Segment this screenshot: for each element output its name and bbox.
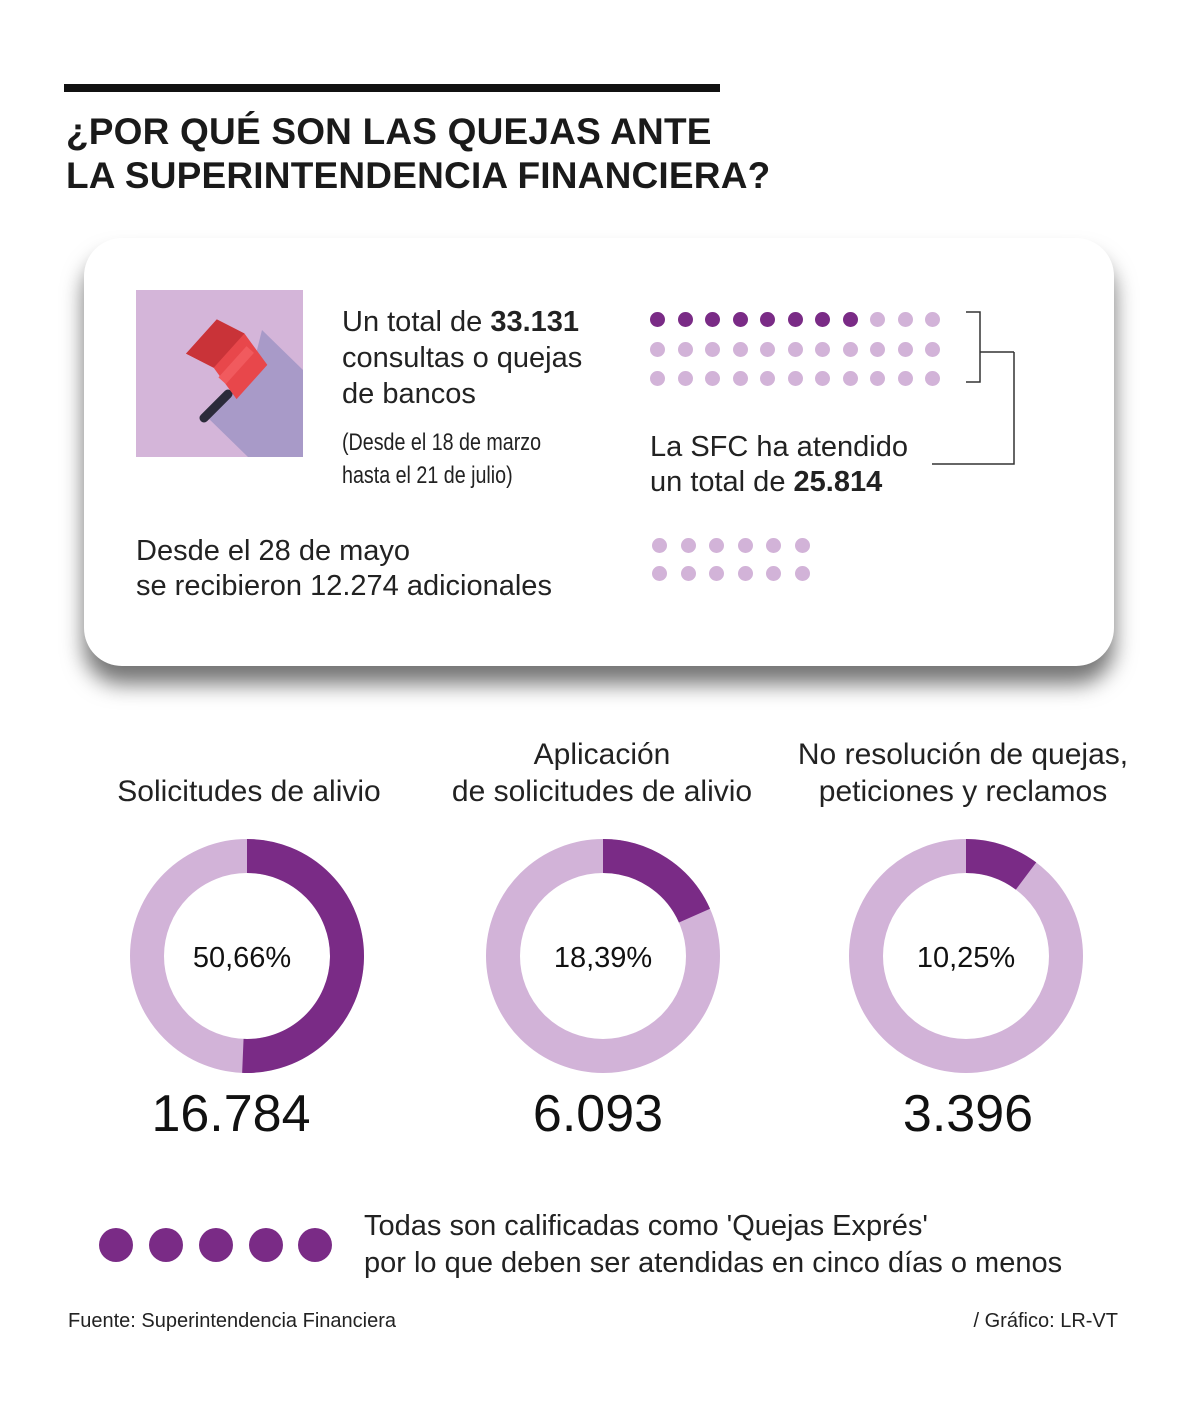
dot-marker <box>870 371 885 386</box>
dot-marker <box>732 371 748 386</box>
dot-marker <box>794 566 810 581</box>
note-line-1: Todas son calificadas como 'Quejas Expré… <box>364 1210 928 1242</box>
chart-label-3-line-2: peticiones y reclamos <box>818 775 1108 808</box>
dot-marker <box>680 566 696 581</box>
dot-marker <box>732 341 748 357</box>
dot-marker <box>760 312 775 327</box>
dot-marker <box>650 341 665 357</box>
top-rule <box>64 84 720 92</box>
dot-marker <box>705 371 720 386</box>
source-credit: Fuente: Superintendencia Financiera <box>68 1310 396 1332</box>
count-3: 3.396 <box>902 1085 1034 1143</box>
dot-marker <box>815 312 830 327</box>
title-line-2: LA SUPERINTENDENCIA FINANCIERA? <box>66 155 771 196</box>
dot-marker <box>925 371 940 386</box>
day-dot <box>149 1228 183 1262</box>
dot-marker <box>650 312 665 327</box>
extra-line-2: se recibieron 12.274 adicionales <box>136 570 552 602</box>
dot-marker <box>709 566 724 581</box>
chart-label-2-line-1: Aplicación <box>533 738 671 771</box>
donut-3-percent: 10,25% <box>916 942 1016 974</box>
donut-value-slice <box>602 839 711 924</box>
day-dot <box>99 1228 133 1262</box>
page-title: ¿POR QUÉ SON LAS QUEJAS ANTE LA SUPERINT… <box>66 110 966 198</box>
dot-marker <box>815 341 830 357</box>
dot-marker <box>760 341 775 357</box>
flag-icon <box>136 290 303 457</box>
dot-marker <box>737 538 753 553</box>
additional-complaints-text: Desde el 28 de mayo se recibieron 12.274… <box>136 534 552 604</box>
range-line-2: hasta el 21 de julio) <box>342 462 513 489</box>
dot-marker <box>794 538 810 553</box>
summary-card: Un total de 33.131 consultas o quejas de… <box>84 238 1114 666</box>
dot-marker <box>680 538 696 553</box>
chart-label-3: No resolución de quejas, peticiones y re… <box>768 736 1158 810</box>
dot-marker <box>842 371 858 386</box>
chart-label-2: Aplicación de solicitudes de alivio <box>407 736 797 810</box>
dot-marker <box>766 538 781 553</box>
dot-marker <box>897 341 913 357</box>
extra-line-1: Desde el 28 de mayo <box>136 535 411 567</box>
donut-chart-1 <box>130 839 364 1073</box>
dot-marker <box>787 371 803 386</box>
dot-marker <box>815 371 830 386</box>
dot-marker <box>925 312 940 327</box>
count-1: 16.784 <box>151 1085 311 1143</box>
graphic-credit: / Gráfico: LR-VT <box>973 1310 1118 1332</box>
day-dot <box>249 1228 283 1262</box>
dot-marker <box>787 312 803 327</box>
sfc-prefix: un total de <box>650 466 794 498</box>
donut-value-slice <box>242 839 364 1073</box>
title-line-1: ¿POR QUÉ SON LAS QUEJAS ANTE <box>66 111 712 152</box>
donut-value-slice <box>965 839 1037 890</box>
dot-marker <box>705 341 720 357</box>
donut-chart-2 <box>486 839 720 1073</box>
dot-marker <box>652 566 667 581</box>
day-dot <box>298 1228 332 1262</box>
chart-label-3-line-1: No resolución de quejas, <box>797 738 1129 771</box>
dot-marker <box>760 371 775 386</box>
dot-marker <box>677 312 693 327</box>
express-complaints-note: Todas son calificadas como 'Quejas Expré… <box>364 1208 1062 1282</box>
sfc-attended-text: La SFC ha atendido un total de 25.814 <box>650 430 908 500</box>
dot-marker <box>705 312 720 327</box>
dot-marker <box>766 566 781 581</box>
dot-marker <box>842 341 858 357</box>
sfc-value: 25.814 <box>793 466 883 498</box>
date-range-note: (Desde el 18 de marzo hasta el 21 de jul… <box>342 426 541 492</box>
dot-marker <box>925 341 940 357</box>
dot-marker <box>709 538 724 553</box>
dot-marker <box>650 371 665 386</box>
dot-marker <box>870 312 885 327</box>
total-prefix: Un total de <box>342 306 491 338</box>
total-line-3: de bancos <box>342 378 476 410</box>
sfc-line-1: La SFC ha atendido <box>650 431 908 463</box>
total-value: 33.131 <box>490 306 580 338</box>
dot-marker <box>732 312 748 327</box>
dot-marker <box>870 341 885 357</box>
donut-1-percent: 50,66% <box>192 942 292 974</box>
total-consultas-text: Un total de 33.131 consultas o quejas de… <box>342 304 582 412</box>
dot-marker <box>897 371 913 386</box>
note-line-2: por lo que deben ser atendidas en cinco … <box>364 1247 1063 1279</box>
day-dot <box>199 1228 233 1262</box>
count-2: 6.093 <box>532 1085 664 1143</box>
total-line-2: consultas o quejas <box>342 342 583 374</box>
dot-marker <box>842 312 858 327</box>
donut-2-percent: 18,39% <box>553 942 653 974</box>
dot-marker <box>737 566 753 581</box>
chart-label-1-line-2: Solicitudes de alivio <box>117 775 381 808</box>
dot-marker <box>677 371 693 386</box>
chart-label-1: Solicitudes de alivio <box>54 736 444 810</box>
chart-label-2-line-2: de solicitudes de alivio <box>451 775 753 808</box>
dot-marker <box>897 312 913 327</box>
dot-marker <box>652 538 667 553</box>
donut-chart-3 <box>849 839 1083 1073</box>
dot-marker <box>677 341 693 357</box>
range-line-1: (Desde el 18 de marzo <box>342 429 542 456</box>
chart-label-1-line-1 <box>54 736 444 773</box>
dot-marker <box>787 341 803 357</box>
